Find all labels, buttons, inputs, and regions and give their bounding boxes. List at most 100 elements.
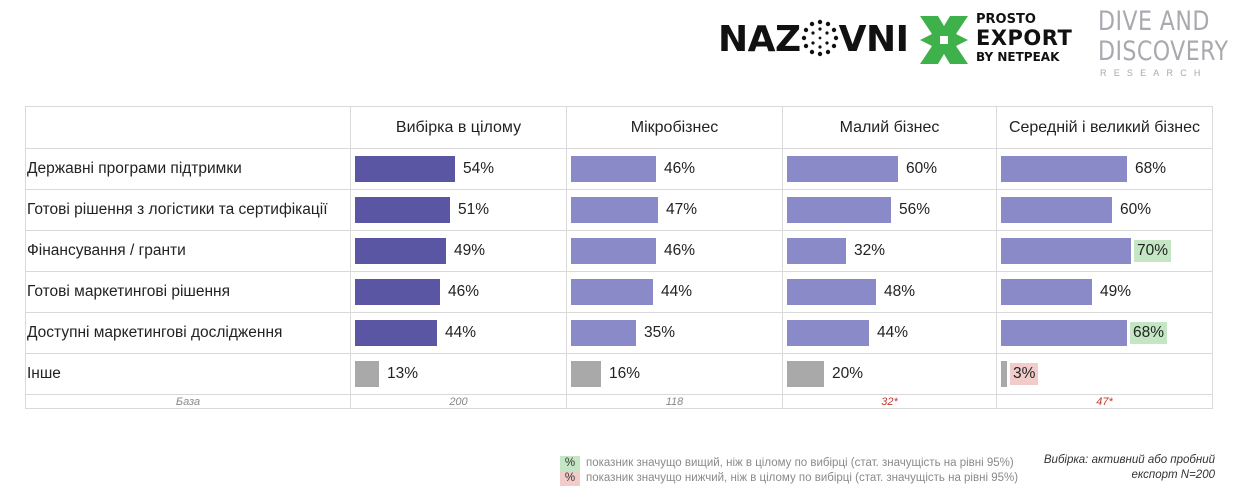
bar-cell: 44% [566, 271, 783, 313]
column-header: Вибірка в цілому [350, 106, 567, 149]
bar-cell: 3% [996, 353, 1213, 395]
data-label: 54% [463, 160, 495, 177]
dotted-circle-icon [801, 19, 838, 57]
significance-legend: % показник значущо вищий, ніж в цілому по… [560, 456, 1018, 486]
nazovni-logo-text-part2: VNI [838, 19, 909, 60]
bar-cell: 70% [996, 230, 1213, 272]
prosto-logo-line1: PROSTO [976, 12, 1036, 27]
data-label: 35% [644, 324, 676, 341]
bar [1001, 197, 1112, 223]
prosto-logo-line2: EXPORT [976, 26, 1073, 50]
category-label: Фінансування / гранти [25, 230, 351, 272]
bar [1001, 156, 1127, 182]
table-row: Готові маркетингові рішення 46% 44% 48% 49% [25, 271, 1213, 313]
bar-cell: 46% [350, 271, 567, 313]
bar [571, 361, 601, 387]
bar [355, 197, 450, 223]
bar-cell: 48% [782, 271, 997, 313]
category-label: Готові рішення з логістики та сертифікац… [25, 189, 351, 231]
chart-body: Державні програми підтримки 54% 46% 60% 68% Г… [25, 148, 1213, 409]
bar-cell: 46% [566, 148, 783, 190]
bar [571, 156, 656, 182]
bar [571, 197, 658, 223]
base-label: База [25, 394, 351, 409]
data-label: 70% [1134, 240, 1172, 262]
bar-cell: 68% [996, 148, 1213, 190]
data-label: 44% [877, 324, 909, 341]
bar [787, 197, 891, 223]
base-row: База 200 118 32* 47* [25, 394, 1213, 409]
bar [787, 156, 898, 182]
sample-note: Вибірка: активний або пробний експорт N=… [1043, 454, 1215, 481]
dive-and-discovery-logo: DIVE AND DISCOVERY RESEARCH [1098, 6, 1243, 78]
data-label: 32% [854, 242, 886, 259]
legend-swatch-low: % [560, 471, 580, 486]
bar-cell: 51% [350, 189, 567, 231]
data-label: 48% [884, 283, 916, 300]
bar-cell: 56% [782, 189, 997, 231]
table-row: Готові рішення з логістики та сертифікац… [25, 189, 1213, 231]
legend-row-low: % показник значущо нижчий, ніж в цілому п… [560, 471, 1018, 486]
bar-cell: 35% [566, 312, 783, 354]
category-label: Доступні маркетингові дослідження [25, 312, 351, 354]
table-row: Фінансування / гранти 49% 46% 32% 70% [25, 230, 1213, 272]
data-label: 51% [458, 201, 490, 218]
data-label: 13% [387, 365, 419, 382]
bar-cell: 54% [350, 148, 567, 190]
bar-cell: 16% [566, 353, 783, 395]
table-row: Інше 13% 16% 20% 3% [25, 353, 1213, 395]
header-corner [25, 106, 351, 149]
data-label: 3% [1010, 363, 1039, 385]
bar-cell: 49% [350, 230, 567, 272]
bar [355, 156, 455, 182]
data-label: 46% [664, 160, 696, 177]
data-label: 68% [1135, 160, 1167, 177]
legend-swatch-high: % [560, 456, 580, 471]
base-value: 200 [350, 394, 567, 409]
bar [1001, 361, 1007, 387]
chart-table: Вибірка в цілому Мікробізнес Малий бізне… [25, 106, 1213, 409]
bar [787, 238, 846, 264]
nazovni-logo-text-part1: NAZ [718, 19, 801, 60]
category-label: Готові маркетингові рішення [25, 271, 351, 313]
data-label: 46% [664, 242, 696, 259]
table-row: Доступні маркетингові дослідження 44% 35% 4… [25, 312, 1213, 354]
bar [1001, 279, 1092, 305]
base-value: 118 [566, 394, 783, 409]
bar [787, 279, 876, 305]
bar-cell: 13% [350, 353, 567, 395]
bar [355, 320, 437, 346]
bar-cell: 44% [350, 312, 567, 354]
bar-cell: 47% [566, 189, 783, 231]
base-value: 47* [996, 394, 1213, 409]
column-header: Малий бізнес [782, 106, 997, 149]
data-label: 46% [448, 283, 480, 300]
bar [355, 361, 379, 387]
data-label: 49% [1100, 283, 1132, 300]
category-label: Інше [25, 353, 351, 395]
data-label: 44% [445, 324, 477, 341]
data-label: 49% [454, 242, 486, 259]
bar [571, 279, 653, 305]
data-label: 56% [899, 201, 931, 218]
bar [787, 320, 869, 346]
data-label: 44% [661, 283, 693, 300]
column-header: Середній і великий бізнес [996, 106, 1213, 149]
dive-logo-line3: RESEARCH [1100, 68, 1208, 78]
bar-cell: 32% [782, 230, 997, 272]
bar [787, 361, 824, 387]
bar-cell: 46% [566, 230, 783, 272]
column-header: Мікробізнес [566, 106, 783, 149]
bar-cell: 20% [782, 353, 997, 395]
legend-text-low: показник значущо нижчий, ніж в цілому по… [586, 472, 1019, 484]
legend-row-high: % показник значущо вищий, ніж в цілому по… [560, 456, 1018, 471]
prosto-export-logo: PROSTO EXPORT BY NETPEAK [918, 12, 1086, 66]
bar [355, 279, 440, 305]
legend-text-high: показник значущо вищий, ніж в цілому по … [586, 457, 1014, 469]
data-label: 68% [1130, 322, 1168, 344]
data-label: 47% [666, 201, 698, 218]
cross-icon [920, 16, 968, 64]
table-row: Державні програми підтримки 54% 46% 60% 68% [25, 148, 1213, 190]
bar [571, 238, 656, 264]
nazovni-logo: NAZ VNI [718, 14, 909, 66]
